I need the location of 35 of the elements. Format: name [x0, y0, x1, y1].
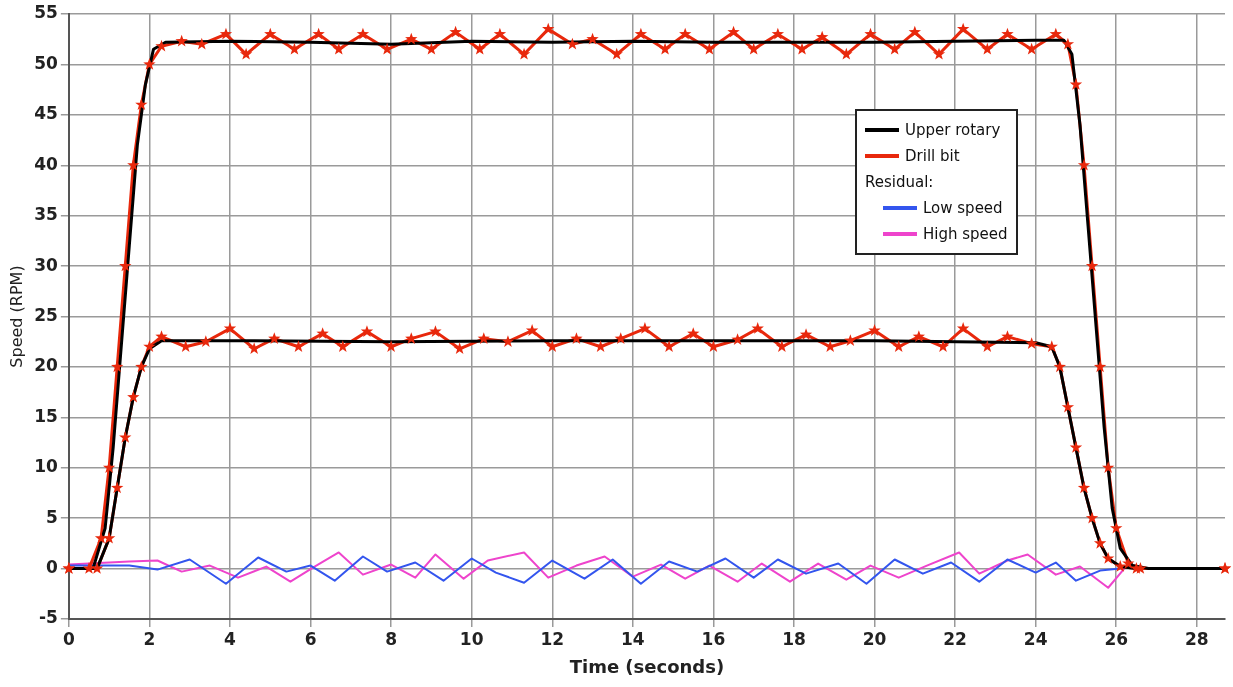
y-tick-label: 20 [34, 355, 59, 376]
y-tick-label: 15 [34, 405, 58, 426]
legend-title: Residual: [865, 172, 935, 193]
y-tick-label: 35 [34, 204, 58, 225]
y-tick-label: 45 [34, 103, 58, 124]
x-tick-label: 8 [385, 628, 398, 649]
x-tick-label: 20 [862, 628, 887, 649]
y-tick-label: 40 [34, 153, 59, 174]
y-tick-label: 5 [46, 506, 58, 527]
y-tick-label: 30 [34, 254, 59, 275]
x-tick-label: 24 [1023, 628, 1048, 649]
y-tick-label: 0 [46, 557, 59, 578]
x-tick-label: 26 [1104, 628, 1129, 649]
x-tick-label: 16 [701, 628, 726, 649]
x-tick-label: 12 [540, 628, 565, 649]
x-tick-label: 2 [143, 628, 156, 649]
x-tick-label: 0 [62, 628, 75, 649]
y-tick-label: 50 [34, 52, 59, 73]
y-axis-title: Speed (RPM) [6, 265, 26, 368]
x-tick-label: 6 [304, 628, 317, 649]
legend-label: High speed [923, 225, 1008, 243]
x-tick-label: 18 [782, 628, 806, 649]
legend-label: Drill bit [905, 147, 960, 165]
x-axis-title: Time (seconds) [569, 655, 725, 677]
x-tick-label: 28 [1184, 628, 1209, 649]
x-tick-label: 14 [620, 628, 645, 649]
y-tick-label: 55 [34, 2, 58, 23]
y-tick-label: 10 [34, 456, 59, 477]
y-tick-label: 25 [34, 304, 58, 325]
x-tick-label: 4 [224, 628, 237, 649]
y-tick-label: -5 [38, 607, 58, 628]
x-tick-label: 10 [459, 628, 484, 649]
legend-label: Upper rotary [905, 121, 1001, 139]
x-tick-label: 22 [943, 628, 967, 649]
legend-label: Low speed [923, 199, 1003, 217]
